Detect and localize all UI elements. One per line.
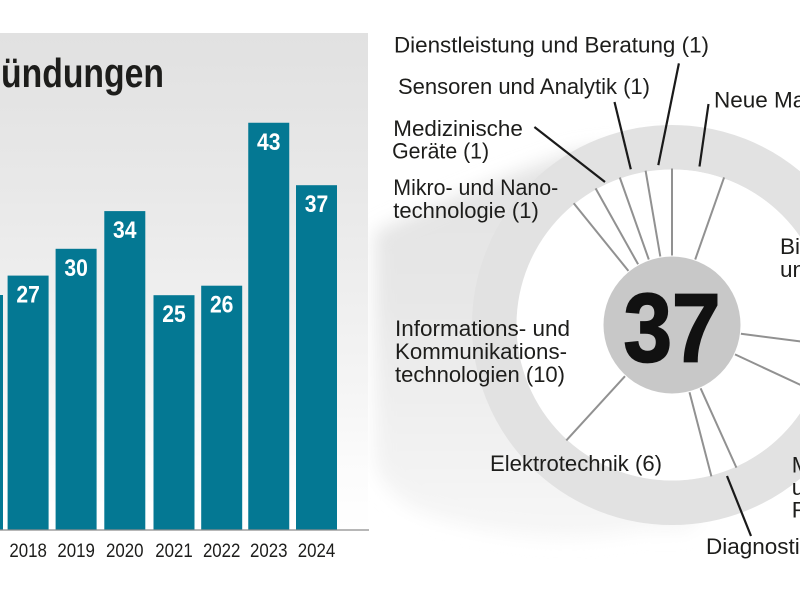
svg-text:37: 37	[305, 191, 329, 218]
svg-text:Neue Materialien (2): Neue Materialien (2)	[714, 88, 800, 113]
svg-text:Informations- und: Informations- und	[395, 316, 570, 341]
svg-text:Medizinische: Medizinische	[393, 116, 523, 141]
svg-text:Dienstleistung und Beratung (1: Dienstleistung und Beratung (1)	[394, 33, 709, 58]
svg-text:26: 26	[210, 292, 234, 319]
svg-text:34: 34	[113, 217, 137, 244]
svg-text:2024: 2024	[298, 540, 336, 562]
svg-text:30: 30	[64, 255, 88, 282]
svg-text:Sensoren und Analytik (1): Sensoren und Analytik (1)	[398, 74, 650, 99]
svg-text:und Pharma (8): und Pharma (8)	[780, 257, 800, 282]
svg-text:2023: 2023	[250, 540, 288, 562]
svg-text:2020: 2020	[106, 540, 144, 562]
svg-text:2019: 2019	[57, 540, 95, 562]
svg-text:37: 37	[624, 274, 721, 383]
svg-text:Mikro- und Nano-: Mikro- und Nano-	[393, 175, 558, 200]
svg-text:Geräte (1): Geräte (1)	[392, 139, 489, 164]
svg-text:2022: 2022	[203, 540, 241, 562]
svg-text:Biotechnologie: Biotechnologie	[780, 234, 800, 259]
svg-text:ündungen: ündungen	[1, 50, 164, 96]
svg-text:43: 43	[257, 129, 281, 156]
svg-text:Elektrotechnik (6): Elektrotechnik (6)	[490, 451, 662, 476]
svg-text:Medizin-: Medizin-	[792, 453, 800, 478]
svg-text:Rohstoffe: Rohstoffe	[792, 498, 800, 523]
svg-text:27: 27	[16, 282, 40, 309]
svg-text:2018: 2018	[9, 540, 47, 562]
svg-text:Diagnostika (1): Diagnostika (1)	[706, 534, 800, 559]
svg-text:und neue: und neue	[792, 475, 800, 500]
svg-text:Kommunikations-: Kommunikations-	[395, 339, 567, 364]
svg-text:technologien (10): technologien (10)	[395, 362, 565, 387]
svg-text:2021: 2021	[155, 540, 193, 562]
svg-text:25: 25	[162, 301, 186, 328]
svg-text:technologie (1): technologie (1)	[393, 198, 539, 223]
